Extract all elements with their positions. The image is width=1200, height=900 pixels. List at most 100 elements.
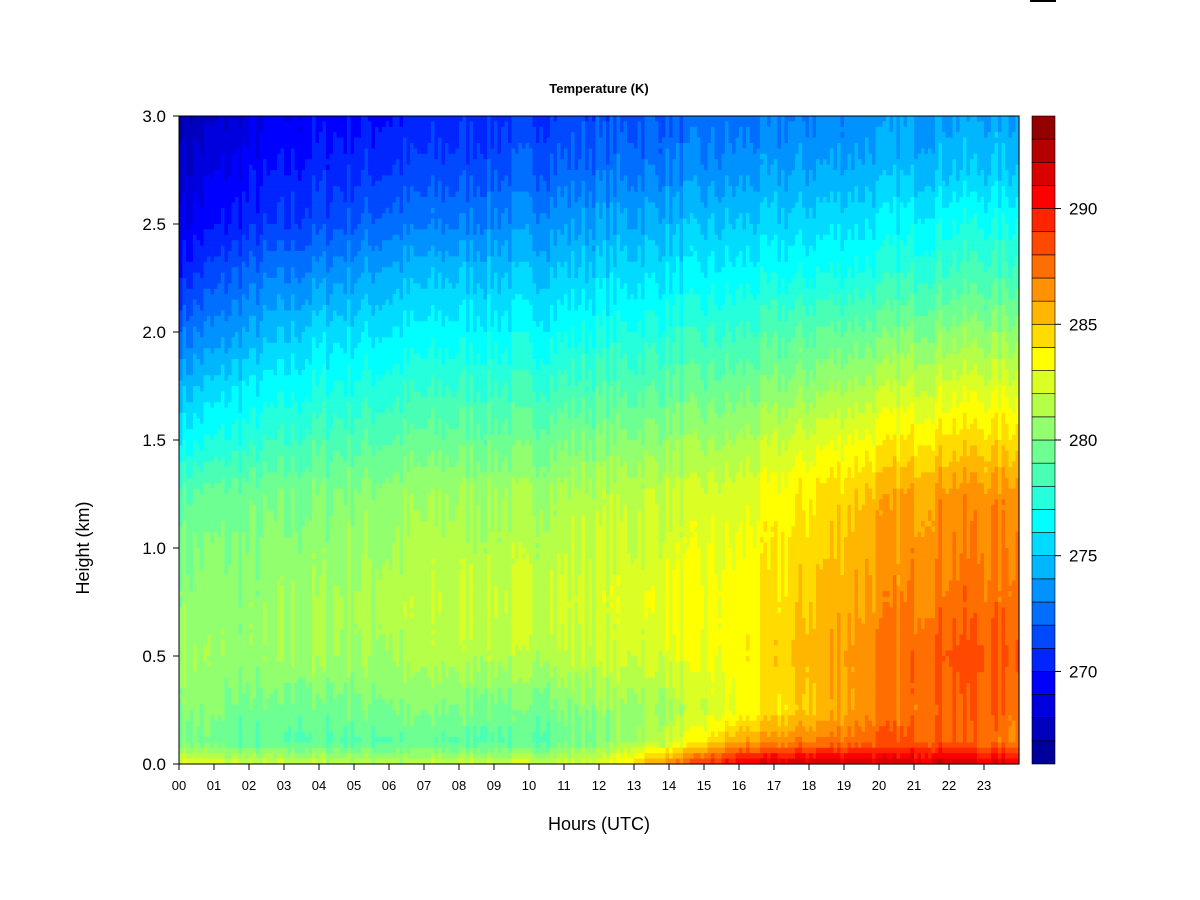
- heatmap-cell: [564, 148, 569, 155]
- heatmap-cell: [459, 207, 464, 214]
- heatmap-cell: [564, 159, 569, 166]
- heatmap-cell: [693, 191, 698, 198]
- heatmap-cell: [420, 207, 425, 214]
- heatmap-cell: [368, 213, 373, 220]
- heatmap-cell: [928, 153, 933, 160]
- heatmap-cell: [476, 121, 481, 128]
- heatmap-cell: [819, 159, 824, 166]
- heatmap-cell: [599, 143, 604, 149]
- heatmap-cell: [1012, 159, 1017, 166]
- heatmap-cell: [396, 153, 401, 160]
- heatmap-cell: [833, 121, 838, 128]
- heatmap-cell: [718, 137, 723, 144]
- heatmap-cell: [476, 170, 481, 176]
- heatmap-cell: [1012, 116, 1017, 122]
- heatmap-cell: [252, 121, 257, 128]
- heatmap-cell: [410, 202, 415, 209]
- heatmap-cell: [753, 202, 758, 209]
- heatmap-cell: [592, 153, 597, 160]
- heatmap-cell: [854, 175, 859, 182]
- heatmap-cell: [385, 153, 390, 160]
- heatmap-cell: [364, 148, 369, 155]
- heatmap-cell: [872, 213, 877, 220]
- heatmap-cell: [504, 213, 509, 220]
- heatmap-cell: [567, 202, 572, 209]
- heatmap-cell: [935, 121, 940, 128]
- heatmap-cell: [676, 132, 681, 139]
- heatmap-cell: [805, 180, 810, 187]
- heatmap-cell: [714, 116, 719, 122]
- heatmap-cell: [602, 218, 607, 225]
- heatmap-cell: [728, 180, 733, 187]
- heatmap-cell: [280, 126, 285, 133]
- heatmap-cell: [214, 116, 219, 122]
- heatmap-cell: [739, 116, 744, 122]
- heatmap-cell: [788, 180, 793, 187]
- heatmap-cell: [588, 180, 593, 187]
- heatmap-cell: [490, 218, 495, 225]
- heatmap-cell: [375, 153, 380, 160]
- heatmap-cell: [350, 197, 355, 203]
- heatmap-cell: [319, 159, 324, 166]
- heatmap-cell: [354, 121, 359, 128]
- heatmap-cell: [473, 175, 478, 182]
- heatmap-cell: [389, 218, 394, 225]
- heatmap-cell: [189, 153, 194, 160]
- heatmap-cell: [735, 121, 740, 128]
- heatmap-cell: [599, 191, 604, 198]
- heatmap-cell: [595, 170, 600, 176]
- heatmap-cell: [424, 148, 429, 155]
- heatmap-cell: [280, 191, 285, 198]
- heatmap-cell: [602, 207, 607, 214]
- heatmap-cell: [858, 116, 863, 122]
- heatmap-cell: [217, 148, 222, 155]
- heatmap-cell: [956, 207, 961, 214]
- heatmap-cell: [245, 170, 250, 176]
- heatmap-cell: [284, 159, 289, 166]
- heatmap-cell: [819, 153, 824, 160]
- heatmap-cell: [714, 175, 719, 182]
- heatmap-cell: [399, 224, 404, 230]
- heatmap-cell: [371, 153, 376, 160]
- heatmap-cell: [504, 148, 509, 155]
- heatmap-cell: [823, 207, 828, 214]
- heatmap: [179, 116, 1020, 765]
- heatmap-cell: [735, 207, 740, 214]
- heatmap-cell: [413, 137, 418, 144]
- heatmap-cell: [399, 175, 404, 182]
- heatmap-cell: [931, 218, 936, 225]
- heatmap-cell: [301, 143, 306, 149]
- heatmap-cell: [847, 116, 852, 122]
- heatmap-cell: [963, 126, 968, 133]
- heatmap-cell: [665, 121, 670, 128]
- heatmap-cell: [616, 159, 621, 166]
- heatmap-cell: [952, 126, 957, 133]
- heatmap-cell: [700, 132, 705, 139]
- heatmap-cell: [977, 170, 982, 176]
- heatmap-cell: [252, 143, 257, 149]
- heatmap-cell: [791, 207, 796, 214]
- heatmap-cell: [438, 191, 443, 198]
- heatmap-cell: [263, 170, 268, 176]
- heatmap-cell: [354, 164, 359, 171]
- heatmap-cell: [966, 148, 971, 155]
- heatmap-cell: [847, 186, 852, 193]
- heatmap-cell: [501, 137, 506, 144]
- heatmap-cell: [525, 164, 530, 171]
- heatmap-cell: [480, 121, 485, 128]
- heatmap-cell: [882, 143, 887, 149]
- heatmap-cell: [686, 143, 691, 149]
- heatmap-cell: [340, 213, 345, 220]
- heatmap-cell: [966, 137, 971, 144]
- heatmap-cell: [742, 164, 747, 171]
- heatmap-cell: [781, 202, 786, 209]
- heatmap-cell: [532, 224, 537, 230]
- heatmap-cell: [462, 202, 467, 209]
- heatmap-cell: [991, 218, 996, 225]
- heatmap-cell: [739, 224, 744, 230]
- heatmap-cell: [539, 197, 544, 203]
- heatmap-cell: [966, 197, 971, 203]
- heatmap-cell: [592, 224, 597, 230]
- heatmap-cell: [707, 132, 712, 139]
- heatmap-cell: [1008, 186, 1013, 193]
